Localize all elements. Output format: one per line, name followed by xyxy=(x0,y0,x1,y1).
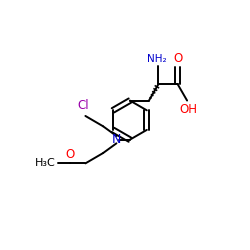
Text: NH₂: NH₂ xyxy=(148,54,167,64)
Text: N: N xyxy=(112,133,121,146)
Text: Cl: Cl xyxy=(78,99,89,112)
Text: OH: OH xyxy=(179,104,197,117)
Text: O: O xyxy=(173,52,182,65)
Text: O: O xyxy=(66,148,75,162)
Text: H₃C: H₃C xyxy=(35,158,56,168)
